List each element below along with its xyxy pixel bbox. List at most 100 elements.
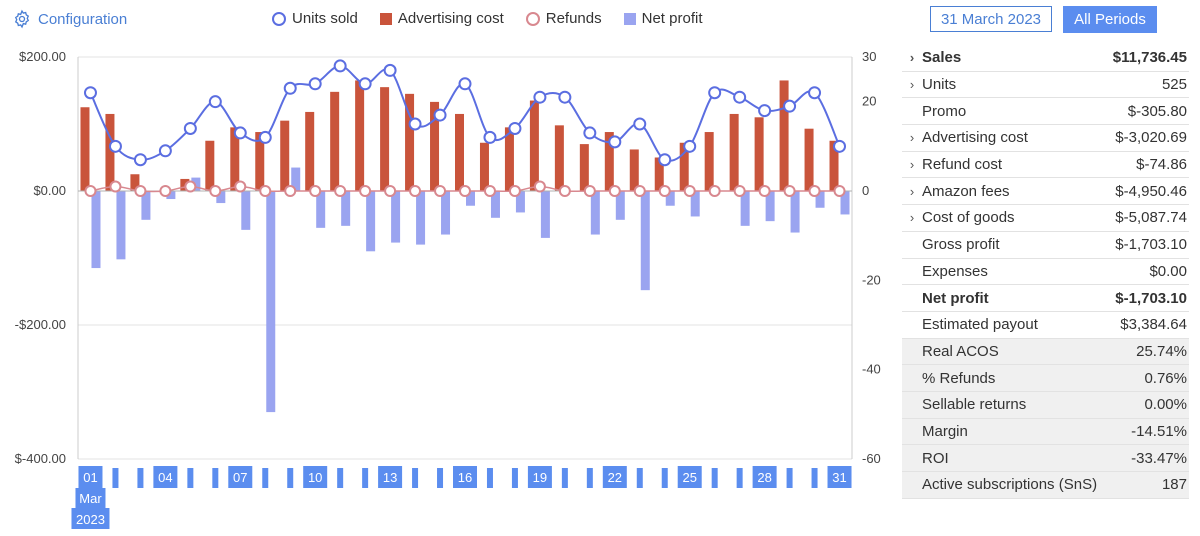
net-profit-bar <box>790 191 800 233</box>
summary-row[interactable]: › Amazon fees $-4,950.46 <box>902 178 1189 206</box>
summary-label: Units <box>922 76 957 94</box>
x-tick-marker <box>711 468 718 488</box>
summary-label: Gross profit <box>922 236 1000 254</box>
legend-net-profit-marker <box>623 12 636 25</box>
x-tick-box <box>153 466 178 488</box>
legend-advertising-cost[interactable]: Advertising cost <box>379 10 504 27</box>
refunds-point <box>658 185 671 197</box>
y-left-tick-label: -$200.00 <box>15 317 66 332</box>
x-tick-box <box>827 466 852 488</box>
summary-label: Estimated payout <box>922 316 1038 334</box>
summary-row: % Refunds 0.76% <box>902 365 1189 392</box>
refunds-point <box>708 185 721 197</box>
x-year-label: 2023 <box>76 512 105 527</box>
units-sold-point <box>283 81 297 95</box>
summary-label: Promo <box>922 102 967 120</box>
units-sold-point <box>808 86 822 100</box>
summary-row[interactable]: › Units 525 <box>902 72 1189 99</box>
advertising-cost-bar <box>779 80 789 191</box>
advertising-cost-bar <box>205 140 215 191</box>
x-tick-marker <box>137 468 144 488</box>
advertising-cost-bar <box>629 149 639 191</box>
refunds-point <box>483 185 496 197</box>
net-profit-bar <box>241 191 251 230</box>
chevron-right-icon: › <box>909 130 915 146</box>
y-right-tick-label: -60 <box>862 451 881 466</box>
x-tick-label: 31 <box>832 470 846 485</box>
profit-chart: $200.00 $0.00 -$200.00 $-400.00 30 20 0 -20 -40 -… <box>15 49 881 529</box>
advertising-cost-bar <box>355 80 365 191</box>
net-profit-bar <box>141 191 151 220</box>
x-tick-marker <box>437 468 444 488</box>
summary-row: Real ACOS 25.74% <box>902 338 1189 366</box>
summary-table: › Sales $11,736.45 › Units 525 Promo $-305.80 › A… <box>902 45 1189 499</box>
x-tick-label: 13 <box>383 470 397 485</box>
summary-label: Expenses <box>922 262 988 280</box>
summary-label: Sales <box>922 49 962 67</box>
units-sold-point <box>533 90 547 104</box>
refunds-point <box>334 185 347 197</box>
refunds-point <box>309 185 322 197</box>
configuration-link[interactable]: Configuration <box>12 9 127 29</box>
x-tick-box <box>752 466 777 488</box>
x-month-box <box>75 488 106 508</box>
legend-units-sold[interactable]: Units sold <box>272 10 358 27</box>
summary-value: 0.76% <box>1144 369 1187 387</box>
summary-value: $11,736.45 <box>1112 49 1187 67</box>
advertising-cost-bar <box>455 113 464 191</box>
x-tick-marker <box>337 468 344 488</box>
legend-net-profit[interactable]: Net profit <box>623 10 702 27</box>
summary-row: ROI -33.47% <box>902 445 1189 472</box>
x-tick-marker <box>736 468 743 488</box>
legend-refunds-label: Refunds <box>545 10 602 27</box>
summary-value: $-1,703.10 <box>1115 236 1187 254</box>
y-left-tick-label: $0.00 <box>33 183 66 198</box>
date-selector-button[interactable]: 31 March 2023 <box>930 6 1052 32</box>
units-sold-point <box>83 86 97 100</box>
summary-value: $-1,703.10 <box>1115 289 1187 307</box>
net-profit-bar <box>640 191 650 291</box>
x-tick-marker <box>287 468 294 488</box>
refunds-point <box>259 185 272 197</box>
net-profit-bar <box>316 191 326 228</box>
summary-row[interactable]: › Sales $11,736.45 <box>902 45 1189 72</box>
x-tick-marker <box>786 468 793 488</box>
summary-row: Expenses $0.00 <box>902 259 1189 286</box>
summary-row: Net profit $-1,703.10 <box>902 285 1189 312</box>
x-tick-marker <box>561 468 568 488</box>
x-tick-marker <box>362 468 369 488</box>
x-tick-marker <box>187 468 194 488</box>
advertising-cost-bar <box>305 111 315 191</box>
summary-row[interactable]: › Cost of goods $-5,087.74 <box>902 205 1189 232</box>
refunds-point <box>434 185 447 197</box>
x-tick-label: 28 <box>757 470 771 485</box>
x-tick-box <box>303 466 328 488</box>
refunds-point <box>808 185 821 197</box>
x-tick-marker <box>811 468 818 488</box>
all-periods-button[interactable]: All Periods <box>1063 6 1157 33</box>
summary-label: Real ACOS <box>922 342 999 360</box>
x-tick-marker <box>586 468 593 488</box>
summary-value: -14.51% <box>1131 422 1187 440</box>
net-profit-bar <box>665 191 675 206</box>
y-left-tick-label: $-400.00 <box>15 451 66 466</box>
units-sold-point <box>308 77 322 91</box>
refunds-point <box>459 185 471 197</box>
summary-label: Refund cost <box>922 156 1003 174</box>
refunds-point <box>384 185 397 197</box>
refunds-point <box>109 180 122 193</box>
summary-row[interactable]: › Refund cost $-74.86 <box>902 152 1189 179</box>
summary-row[interactable]: › Advertising cost $-3,020.69 <box>902 125 1189 152</box>
legend-refunds[interactable]: Refunds <box>525 10 602 27</box>
chevron-right-icon: › <box>909 157 915 173</box>
refunds-point <box>758 185 771 197</box>
net-profit-bar <box>116 191 126 260</box>
x-tick-marker <box>636 468 643 488</box>
configuration-label: Configuration <box>38 10 128 28</box>
chart-legend: Units sold Advertising cost Refunds Net … <box>272 10 702 27</box>
x-tick-marker <box>262 468 269 488</box>
x-tick-box <box>453 466 477 488</box>
summary-value: $-5,087.74 <box>1115 209 1187 227</box>
advertising-cost-bar <box>754 117 764 191</box>
advertising-cost-bar <box>529 100 539 191</box>
